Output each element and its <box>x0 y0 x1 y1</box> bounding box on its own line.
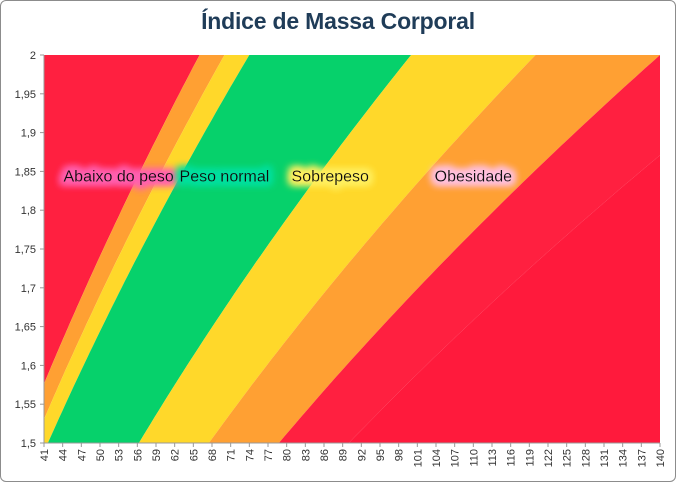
y-tick-label: 1,55 <box>15 399 36 411</box>
x-tick-label: 140 <box>655 449 667 467</box>
x-tick-label: 89 <box>338 449 350 461</box>
band-4 <box>138 55 536 443</box>
x-tick-label: 110 <box>468 449 480 467</box>
x-tick-label: 71 <box>226 449 238 461</box>
zone-label: Obesidade <box>435 168 512 185</box>
x-tick-label: 50 <box>95 449 107 461</box>
band-3 <box>47 55 412 443</box>
y-tick-label: 1,65 <box>15 322 36 334</box>
y-tick-label: 1,8 <box>21 205 36 217</box>
band-7 <box>348 155 660 443</box>
x-tick-label: 113 <box>487 449 499 467</box>
x-tick-label: 80 <box>282 449 294 461</box>
band-2 <box>44 55 250 443</box>
x-tick-label: 95 <box>375 449 387 461</box>
x-tick-label: 104 <box>431 449 443 467</box>
x-tick-label: 116 <box>506 449 518 467</box>
x-tick-label: 77 <box>263 449 275 461</box>
x-tick-label: 62 <box>170 449 182 461</box>
x-tick-label: 86 <box>319 449 331 461</box>
x-tick-label: 68 <box>207 449 219 461</box>
x-tick-label: 128 <box>580 449 592 467</box>
x-tick-label: 134 <box>618 449 630 467</box>
zone-label: Abaixo do peso <box>64 168 174 185</box>
band-5 <box>208 55 660 443</box>
y-tick-label: 1,7 <box>21 283 36 295</box>
y-tick-label: 1,95 <box>15 89 36 101</box>
y-tick-label: 1,9 <box>21 128 36 140</box>
x-tick-label: 47 <box>76 449 88 461</box>
chart-title: Índice de Massa Corporal <box>201 8 475 34</box>
x-tick-label: 131 <box>599 449 611 467</box>
x-tick-label: 65 <box>188 449 200 461</box>
zone-label: Sobrepeso <box>292 168 369 185</box>
x-tick-label: 107 <box>450 449 462 467</box>
y-tick-label: 1,85 <box>15 166 36 178</box>
x-tick-label: 98 <box>394 449 406 461</box>
bmi-bands <box>44 55 660 443</box>
zone-labels: Abaixo do peso Peso normal Sobrepeso Obesid… <box>64 168 513 185</box>
x-tick-label: 74 <box>244 449 256 461</box>
x-tick-label: 125 <box>562 449 574 467</box>
x-tick-label: 101 <box>412 449 424 467</box>
x-tick-label: 83 <box>300 449 312 461</box>
x-tick-label: 44 <box>58 449 70 461</box>
x-tick-label: 137 <box>636 449 648 467</box>
axes: 1,5 1,55 1,6 1,65 1,7 1,75 1,8 1,85 1,9 1,95 2 41 44… <box>15 50 667 467</box>
zone-label: Peso normal <box>180 168 270 185</box>
x-tick-label: 59 <box>151 449 163 461</box>
x-tick-label: 53 <box>114 449 126 461</box>
y-tick-label: 1,75 <box>15 244 36 256</box>
y-tick-label: 1,5 <box>21 438 36 450</box>
x-tick-label: 92 <box>356 449 368 461</box>
x-tick-label: 41 <box>39 449 51 461</box>
x-tick-label: 119 <box>524 449 536 467</box>
y-tick-label: 1,6 <box>21 360 36 372</box>
band-6 <box>278 55 660 443</box>
y-tick-label: 2 <box>30 50 36 62</box>
band-0 <box>44 55 200 384</box>
x-tick-label: 122 <box>543 449 555 467</box>
x-tick-label: 56 <box>132 449 144 461</box>
